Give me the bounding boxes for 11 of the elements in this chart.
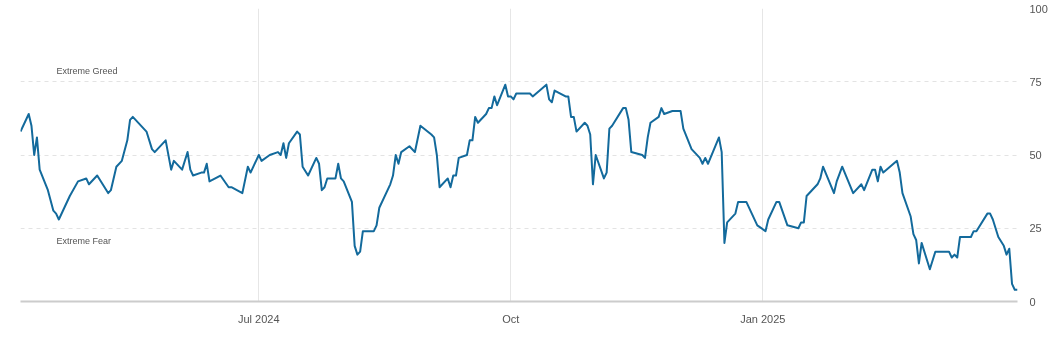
annotation: Extreme Fear	[56, 235, 112, 246]
y-tick-label: 0	[1029, 295, 1036, 308]
x-tick-label: Oct	[502, 312, 520, 325]
x-tick-label: Jul 2024	[238, 312, 280, 325]
y-tick-label: 100	[1029, 2, 1048, 15]
x-tick-label: Jan 2025	[740, 312, 786, 325]
y-tick-label: 50	[1029, 149, 1042, 161]
y-tick-label: 75	[1029, 75, 1042, 88]
y-tick-label: 25	[1029, 222, 1042, 235]
line-series	[20, 83, 1018, 291]
annotation: Extreme Greed	[56, 65, 118, 76]
